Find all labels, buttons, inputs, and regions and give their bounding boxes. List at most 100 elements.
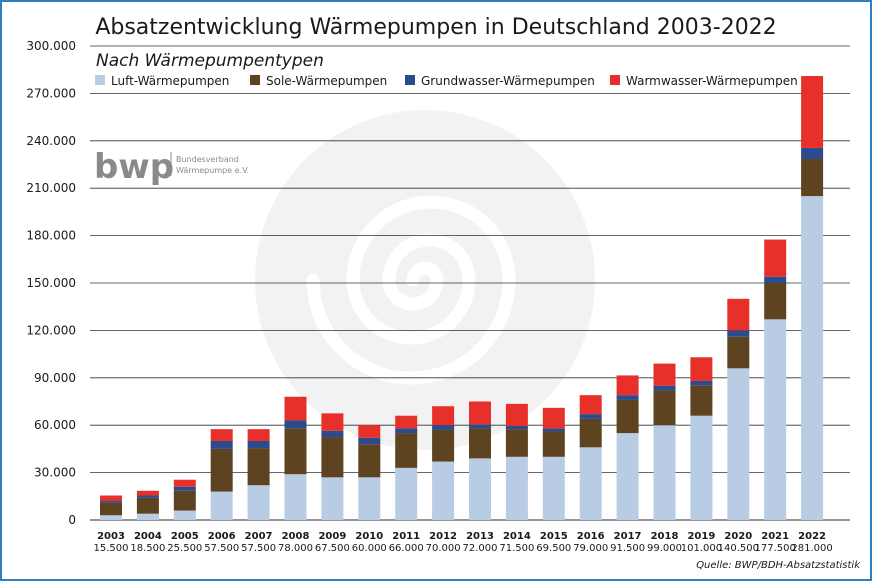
y-tick-label: 270.000 [26,86,76,100]
legend: Luft-Wärmepumpen Sole-Wärmepumpen Grundwas… [95,74,798,88]
bar-2015-series-1 [542,431,565,457]
bar-2004-series-3 [136,490,159,496]
bar-2019-series-1 [690,385,713,416]
bar-2015-series-3 [542,407,565,429]
bar-2010-series-2 [358,437,381,445]
bar-2014-series-0 [505,456,528,520]
bar-2010-series-0 [358,477,381,520]
bar-2004-series-1 [136,497,159,514]
bar-2011-series-3 [395,415,418,429]
bar-2016-series-3 [579,395,602,415]
x-axis-labels: 200315.500200418.500200525.500200657.500… [94,531,833,554]
bar-2005-series-1 [173,490,196,511]
total-label: 60.000 [352,543,387,554]
bar-2015-series-2 [542,428,565,432]
bar-2013-series-0 [469,458,491,520]
x-tick-label: 2015 [540,531,568,542]
y-tick-label: 0 [68,513,76,527]
bar-2009-series-1 [321,437,344,478]
x-tick-label: 2022 [798,531,826,542]
source-note: Quelle: BWP/BDH-Absatzstatistik [696,560,861,571]
legend-label: Grundwasser-Wärmepumpen [421,74,595,88]
bar-2011-series-0 [395,467,418,520]
total-label: 91.500 [610,543,645,554]
bar-2008-series-3 [284,396,307,421]
x-tick-label: 2012 [429,531,457,542]
total-label: 101.000 [681,543,722,554]
bar-2006-series-2 [210,441,233,449]
x-tick-label: 2005 [171,531,199,542]
legend-swatch [250,75,260,85]
bar-2007-series-3 [247,429,270,441]
bar-2006-series-3 [210,429,233,441]
y-tick-label: 180.000 [26,229,76,243]
bar-2019-series-0 [690,415,713,520]
bar-2011-series-1 [395,433,418,468]
bar-2018-series-0 [653,425,676,520]
bar-2015-series-0 [542,456,565,520]
total-label: 70.000 [426,543,461,554]
bar-2006-series-1 [210,448,233,492]
grid-lines [90,45,850,521]
bar-2014-series-1 [505,429,528,457]
x-tick-label: 2021 [761,531,789,542]
legend-swatch [610,75,620,85]
bar-2018-series-3 [653,363,676,386]
bar-2016-series-1 [579,418,602,448]
bar-2005-series-3 [173,479,196,487]
bar-2017-series-3 [616,375,639,396]
bar-2010-series-1 [358,444,381,478]
legend-label: Sole-Wärmepumpen [266,74,387,88]
bar-2003-series-0 [100,515,122,520]
bar-series [100,76,824,520]
bar-2008-series-1 [284,428,307,475]
bar-2020-series-3 [727,298,750,331]
y-tick-label: 150.000 [26,276,76,290]
y-axis-ticks: 0 30.000 60.000 90.000 120.000 150.000 180.000… [26,39,76,527]
x-tick-label: 2013 [466,531,494,542]
legend-label: Luft-Wärmepumpen [111,74,229,88]
bar-2020-series-1 [727,336,750,369]
total-label: 57.500 [204,543,239,554]
y-tick-label: 60.000 [34,418,76,432]
bar-2017-series-0 [616,433,639,520]
total-label: 18.500 [130,543,165,554]
bar-2004-series-2 [136,495,159,498]
bar-2012-series-1 [432,429,455,462]
total-label: 140.500 [718,543,759,554]
y-tick-label: 300.000 [26,39,76,53]
x-tick-label: 2008 [282,531,310,542]
total-label: 78.000 [278,543,313,554]
bar-2012-series-2 [432,425,455,430]
bar-2007-series-2 [247,441,270,449]
total-label: 66.000 [389,543,424,554]
x-tick-label: 2010 [355,531,383,542]
total-label: 79.000 [573,543,608,554]
bar-2007-series-0 [247,485,270,520]
total-label: 25.500 [167,543,202,554]
bar-2021-series-2 [764,276,787,283]
bar-2003-series-1 [100,502,122,516]
bwp-logo: bwp Bundesverband Wärmepumpe e.V. [94,147,249,187]
y-tick-label: 240.000 [26,134,76,148]
logo-line-1: Bundesverband [176,155,239,164]
y-tick-label: 30.000 [34,466,76,480]
bar-2004-series-0 [136,513,159,520]
bar-2014-series-3 [505,403,528,426]
bar-2013-series-3 [469,401,491,425]
x-tick-label: 2003 [97,531,125,542]
total-label: 177.500 [755,543,796,554]
bar-2021-series-3 [764,239,787,277]
bar-2017-series-1 [616,399,639,434]
total-label: 67.500 [315,543,350,554]
x-tick-label: 2016 [577,531,605,542]
chart-title: Absatzentwicklung Wärmepumpen in Deutsch… [95,15,776,40]
bar-2006-series-0 [210,491,233,520]
bar-2014-series-2 [505,425,528,430]
bar-2020-series-0 [727,368,750,520]
bar-2016-series-0 [579,447,602,520]
bar-2011-series-2 [395,428,418,434]
legend-swatch [405,75,415,85]
bar-2019-series-2 [690,380,713,386]
